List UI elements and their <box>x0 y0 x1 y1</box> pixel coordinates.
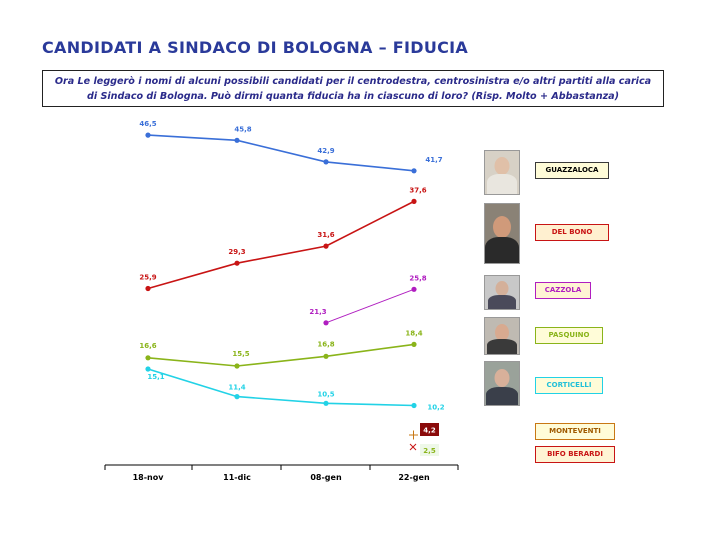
data-label-pasquino: 16,8 <box>317 340 334 348</box>
data-label-bifo: 2,5 <box>423 447 436 455</box>
legend-delbono: DEL BONO <box>535 224 609 241</box>
data-point-delbono <box>411 198 417 204</box>
series-line-pasquino <box>147 343 415 367</box>
data-point-delbono <box>323 243 329 249</box>
legend-monteventi: MONTEVENTI <box>535 423 615 440</box>
data-label-delbono: 25,9 <box>139 274 156 282</box>
data-point-cazzola <box>411 286 417 292</box>
data-label-cazzola: 21,3 <box>309 308 326 316</box>
data-label-guazzaloca: 41,7 <box>425 156 442 164</box>
legend-bifo-berardi: BIFO BERARDI <box>535 446 615 463</box>
data-point-guazzaloca <box>323 159 329 165</box>
data-point-guazzaloca <box>145 132 151 138</box>
page-title: CANDIDATI A SINDACO DI BOLOGNA – FIDUCIA <box>42 38 469 57</box>
guazzaloca-photo <box>484 150 520 195</box>
data-label-box-monteventi <box>420 423 439 436</box>
data-point-corticelli <box>234 394 240 400</box>
data-point-pasquino <box>323 353 329 359</box>
data-point-pasquino <box>411 341 417 347</box>
cazzola-photo <box>484 275 520 310</box>
data-label-cazzola: 25,8 <box>409 274 426 282</box>
data-point-guazzaloca <box>234 137 240 143</box>
x-tick-label: 22-gen <box>398 473 430 482</box>
marker-monteventi <box>409 430 418 440</box>
data-point-corticelli <box>323 400 329 406</box>
data-label-guazzaloca: 42,9 <box>317 147 334 155</box>
data-label-guazzaloca: 45,8 <box>234 125 251 133</box>
data-label-corticelli: 10,5 <box>317 390 334 398</box>
x-tick-label: 08-gen <box>310 473 342 482</box>
data-point-corticelli <box>411 402 417 409</box>
data-label-delbono: 31,6 <box>317 231 334 239</box>
x-tick-label: 11-dic <box>223 473 251 482</box>
pasquino-photo <box>484 317 520 355</box>
question-text: Ora Le leggerò i nomi di alcuni possibil… <box>42 70 664 107</box>
data-label-box-bifo <box>420 444 439 456</box>
data-point-delbono <box>234 260 240 266</box>
data-label-guazzaloca: 46,5 <box>139 120 156 128</box>
series-line-corticelli <box>147 368 415 407</box>
series-line-delbono <box>147 200 415 290</box>
legend-corticelli: CORTICELLI <box>535 377 603 394</box>
data-label-pasquino: 15,5 <box>232 350 249 358</box>
data-label-pasquino: 18,4 <box>405 329 422 337</box>
legend-cazzola: CAZZOLA <box>535 282 591 299</box>
delbono-photo <box>484 203 520 264</box>
data-point-pasquino <box>234 363 240 369</box>
series-line-cazzola <box>325 288 415 324</box>
data-point-delbono <box>145 285 151 292</box>
data-label-delbono: 29,3 <box>228 248 245 256</box>
data-point-cazzola <box>323 320 329 326</box>
data-label-pasquino: 16,6 <box>139 342 156 350</box>
data-point-corticelli <box>145 366 151 372</box>
data-label-corticelli: 10,2 <box>427 404 444 412</box>
legend-pasquino: PASQUINO <box>535 327 603 344</box>
x-tick-label: 18-nov <box>133 473 165 482</box>
corticelli-photo <box>484 361 520 406</box>
data-point-pasquino <box>145 355 151 361</box>
legend-guazzaloca: GUAZZALOCA <box>535 162 609 179</box>
data-label-monteventi: 4,2 <box>423 427 436 435</box>
data-label-corticelli: 15,1 <box>147 373 164 381</box>
data-point-guazzaloca <box>411 168 417 174</box>
data-label-delbono: 37,6 <box>409 186 426 194</box>
series-line-guazzaloca <box>147 134 415 172</box>
data-label-corticelli: 11,4 <box>228 384 245 392</box>
marker-bifo <box>409 443 417 451</box>
